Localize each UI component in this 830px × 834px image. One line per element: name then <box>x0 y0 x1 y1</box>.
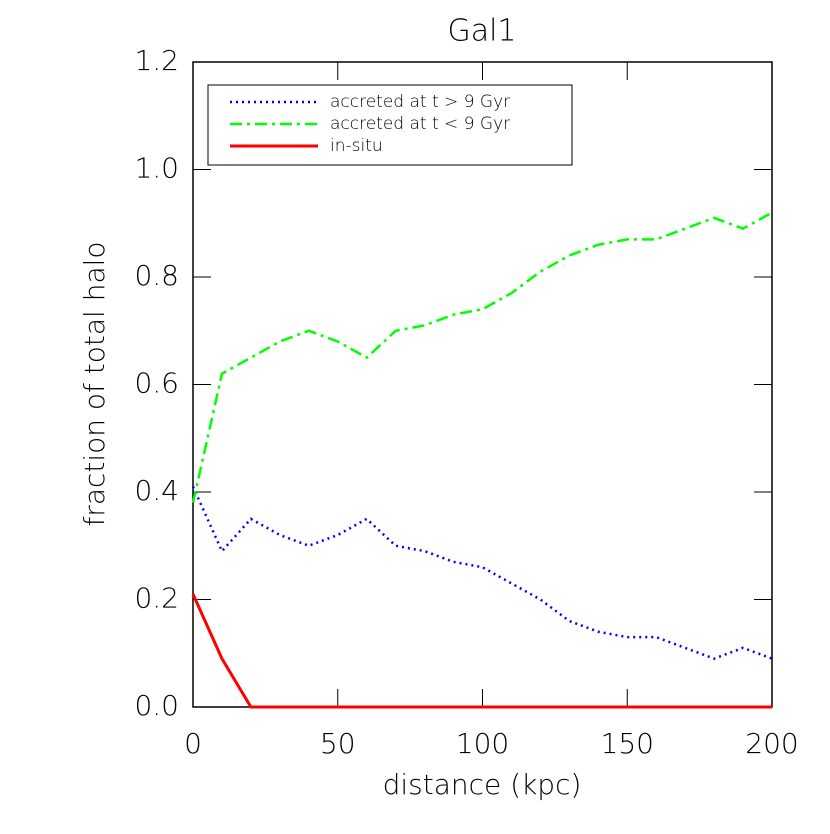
y-tick-label: 0.0 <box>134 689 179 722</box>
x-axis-label: distance (kpc) <box>383 768 582 801</box>
x-tick-label: 100 <box>456 727 509 760</box>
legend-box <box>207 84 573 166</box>
y-tick-label: 1.0 <box>134 152 179 185</box>
series-line <box>191 593 772 709</box>
x-tick-label: 200 <box>745 727 798 760</box>
x-tick-label: 150 <box>601 727 654 760</box>
series-line <box>191 486 773 660</box>
y-axis-label: fraction of total halo <box>78 241 111 526</box>
legend-label: accreted at t > 9 Gyr <box>330 92 510 112</box>
chart-title: Gal1 <box>447 14 516 49</box>
y-tick-label: 1.2 <box>134 44 179 77</box>
y-tick-label: 0.6 <box>134 367 179 400</box>
x-tick-label: 50 <box>320 727 356 760</box>
series-line <box>191 211 773 504</box>
legend-label: accreted at t < 9 Gyr <box>330 114 510 134</box>
y-tick-label: 0.4 <box>134 474 179 507</box>
legend-label: in-situ <box>330 136 383 156</box>
y-tick-label: 0.2 <box>134 582 179 615</box>
x-tick-label: 0 <box>184 727 202 760</box>
y-tick-label: 0.8 <box>134 259 179 292</box>
